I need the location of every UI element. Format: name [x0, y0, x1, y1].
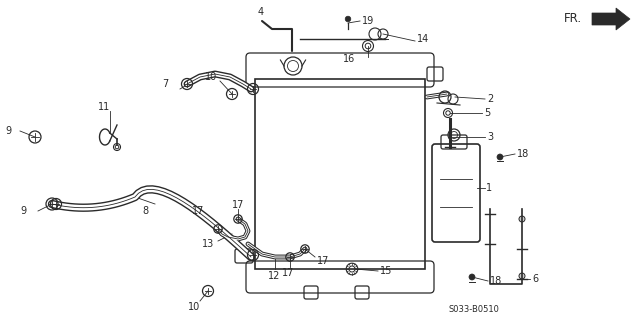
Text: 16: 16 [343, 54, 355, 64]
Circle shape [497, 154, 503, 160]
Text: 18: 18 [517, 149, 529, 159]
Text: S033-B0510: S033-B0510 [448, 305, 499, 314]
Text: 17: 17 [282, 268, 294, 278]
Text: 9: 9 [5, 126, 11, 136]
Text: 11: 11 [98, 102, 110, 112]
Text: 17: 17 [232, 200, 244, 210]
Text: 10: 10 [205, 72, 217, 82]
Text: 9: 9 [20, 206, 26, 216]
Polygon shape [592, 8, 630, 30]
Text: 4: 4 [258, 7, 264, 17]
Text: 15: 15 [380, 266, 392, 276]
Text: 17: 17 [192, 206, 204, 216]
Text: 6: 6 [532, 274, 538, 284]
Text: 5: 5 [484, 108, 490, 118]
Text: 18: 18 [490, 276, 502, 286]
Circle shape [519, 273, 525, 279]
Text: 8: 8 [142, 206, 148, 216]
Text: 17: 17 [317, 256, 330, 266]
Text: 14: 14 [417, 34, 429, 44]
Text: FR.: FR. [564, 12, 582, 26]
Text: 1: 1 [486, 183, 492, 193]
Text: 13: 13 [202, 239, 214, 249]
Circle shape [519, 216, 525, 222]
Circle shape [345, 16, 351, 22]
Text: 12: 12 [268, 271, 280, 281]
Text: 19: 19 [362, 16, 374, 26]
Text: 7: 7 [162, 79, 168, 89]
Text: 2: 2 [487, 94, 493, 104]
Text: 10: 10 [188, 302, 200, 312]
Circle shape [469, 274, 475, 280]
Text: 3: 3 [487, 132, 493, 142]
Bar [255, 79, 425, 269]
